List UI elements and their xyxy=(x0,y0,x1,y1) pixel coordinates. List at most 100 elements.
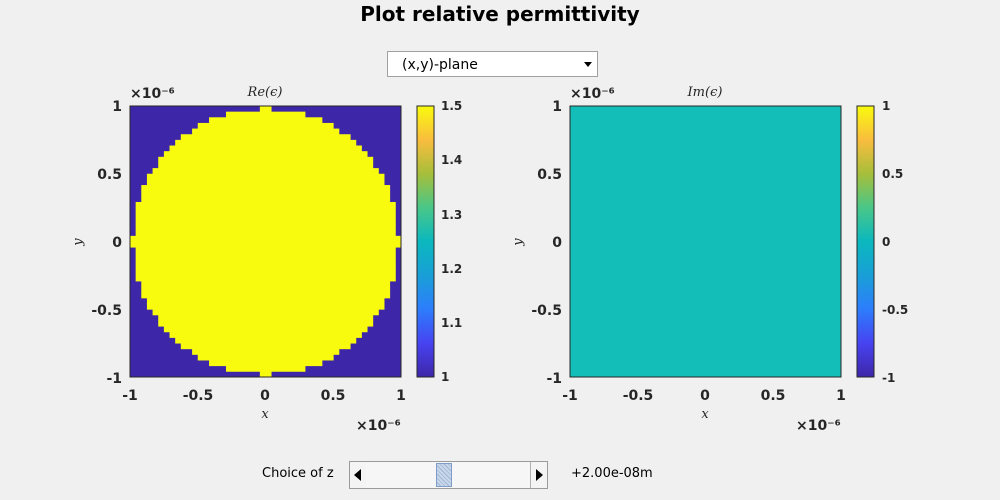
tick-label: 0 xyxy=(700,388,710,404)
circle-cell-row xyxy=(192,128,340,135)
circle-cell-row xyxy=(141,286,391,293)
tick-label: -1 xyxy=(122,388,138,404)
left-plot-y-exponent: ×10⁻⁶ xyxy=(130,86,175,102)
right-plot-frame xyxy=(569,105,842,378)
plane-dropdown-value: (x,y)-plane xyxy=(402,57,478,73)
left-plot-xlabel: x xyxy=(261,407,269,422)
right-colorbar-ticks: 1 0.5 0 -0.5 -1 xyxy=(882,99,908,385)
circle-cell-row xyxy=(158,156,374,163)
right-plot-field xyxy=(570,106,841,377)
circle-cell-row xyxy=(141,292,391,299)
circle-cell-row xyxy=(135,269,396,276)
colorbar-tick-label: 1.5 xyxy=(441,99,462,113)
arrow-left-icon xyxy=(354,469,361,481)
left-plot-title: Re(ϵ) xyxy=(247,85,283,100)
circle-cell-row xyxy=(180,343,351,350)
circle-cell-row xyxy=(180,134,351,141)
tick-label: 0.5 xyxy=(761,388,786,404)
slider-thumb[interactable] xyxy=(436,463,452,487)
circle-cell-row xyxy=(135,247,396,254)
z-unit-label: m xyxy=(640,466,653,481)
plane-dropdown[interactable]: (x,y)-plane xyxy=(387,51,598,77)
circle-cell-row xyxy=(158,314,374,321)
circle-cell-row xyxy=(163,326,368,333)
tick-label: 1 xyxy=(552,99,562,115)
colorbar-tick-label: 0 xyxy=(882,235,890,249)
left-plot-circle xyxy=(130,106,402,378)
colorbar-tick-label: 0.5 xyxy=(882,167,903,181)
right-plot-y-exponent: ×10⁻⁶ xyxy=(570,86,615,102)
tick-label: 0 xyxy=(552,235,562,251)
circle-cell-row xyxy=(259,106,272,113)
tick-label: -0.5 xyxy=(183,388,214,404)
circle-cell-row xyxy=(197,354,334,361)
circle-cell-row xyxy=(135,252,396,259)
tick-label: -0.5 xyxy=(623,388,654,404)
colorbar-tick-label: -0.5 xyxy=(882,303,908,317)
circle-cell-row xyxy=(225,365,306,372)
right-plot-title: Im(ϵ) xyxy=(687,85,723,100)
left-plot: Re(ϵ) x y ×10⁻⁶ ×10⁻⁶ -1 -0.5 0 0.5 1 1 … xyxy=(71,85,462,434)
circle-cell-row xyxy=(135,275,396,282)
circle-cell-row xyxy=(135,207,396,214)
z-slider-label: Choice of z xyxy=(262,466,334,481)
left-colorbar-ticks: 1.5 1.4 1.3 1.2 1.1 1 xyxy=(441,99,462,384)
right-plot-xticks: -1 -0.5 0 0.5 1 xyxy=(562,388,846,404)
right-colorbar xyxy=(856,105,875,378)
colorbar-tick-label: 1.3 xyxy=(441,208,462,222)
circle-cell-row xyxy=(141,196,391,203)
colorbar-tick-label: 1 xyxy=(441,370,449,384)
circle-cell-row xyxy=(135,201,396,209)
window-title: Plot relative permittivity xyxy=(360,2,640,26)
left-plot-x-exponent: ×10⁻⁶ xyxy=(356,418,401,434)
right-plot-yticks: 1 0.5 0 -0.5 -1 xyxy=(531,99,562,387)
right-plot-x-exponent: ×10⁻⁶ xyxy=(796,418,841,434)
tick-label: 0.5 xyxy=(321,388,346,404)
circle-cell-row xyxy=(163,151,368,158)
tick-label: -1 xyxy=(106,371,122,387)
tick-label: -0.5 xyxy=(91,303,122,319)
circle-cell-row xyxy=(135,258,396,265)
tick-label: 0.5 xyxy=(537,167,562,183)
chevron-down-icon[interactable] xyxy=(584,62,592,67)
tick-label: 0 xyxy=(112,235,122,251)
tick-label: 1 xyxy=(396,388,406,404)
circle-cell-row xyxy=(146,297,385,305)
tick-label: 1 xyxy=(836,388,846,404)
circle-cell-row xyxy=(135,264,396,271)
circle-cell-row xyxy=(152,168,379,175)
tick-label: 0.5 xyxy=(97,167,122,183)
tick-label: -1 xyxy=(546,371,562,387)
circle-cell-row xyxy=(135,230,396,237)
circle-cell-row xyxy=(158,320,374,327)
circle-cell-row xyxy=(197,122,334,129)
left-colorbar xyxy=(416,105,435,378)
circle-cell-row xyxy=(169,145,362,152)
circle-cell-row xyxy=(146,173,385,180)
circle-cell-row xyxy=(192,348,340,355)
right-plot: Im(ϵ) x y ×10⁻⁶ ×10⁻⁶ -1 -0.5 0 0.5 1 1 … xyxy=(511,85,908,434)
slider-increment-button[interactable] xyxy=(530,462,547,488)
circle-cell-row xyxy=(146,303,385,310)
tick-label: 0 xyxy=(260,388,270,404)
circle-cell-row xyxy=(141,185,391,192)
circle-cell-row xyxy=(225,111,306,118)
slider-track[interactable] xyxy=(366,462,531,488)
circle-cell-row xyxy=(141,190,391,197)
circle-cell-row xyxy=(130,241,402,248)
colorbar-tick-label: -1 xyxy=(882,371,895,385)
colorbar-tick-label: 1.4 xyxy=(441,153,462,167)
circle-cell-row xyxy=(259,371,272,378)
left-plot-frame xyxy=(129,105,402,378)
circle-cell-row xyxy=(146,179,385,186)
tick-label: -0.5 xyxy=(531,303,562,319)
circle-cell-row xyxy=(209,360,323,367)
colorbar-tick-label: 1.2 xyxy=(441,262,462,276)
circle-cell-row xyxy=(175,337,357,344)
slider-decrement-button[interactable] xyxy=(350,462,367,488)
z-slider[interactable] xyxy=(349,461,548,489)
colorbar-tick-label: 1.1 xyxy=(441,316,462,330)
left-plot-yticks: 1 0.5 0 -0.5 -1 xyxy=(91,99,122,387)
circle-cell-row xyxy=(169,331,362,338)
